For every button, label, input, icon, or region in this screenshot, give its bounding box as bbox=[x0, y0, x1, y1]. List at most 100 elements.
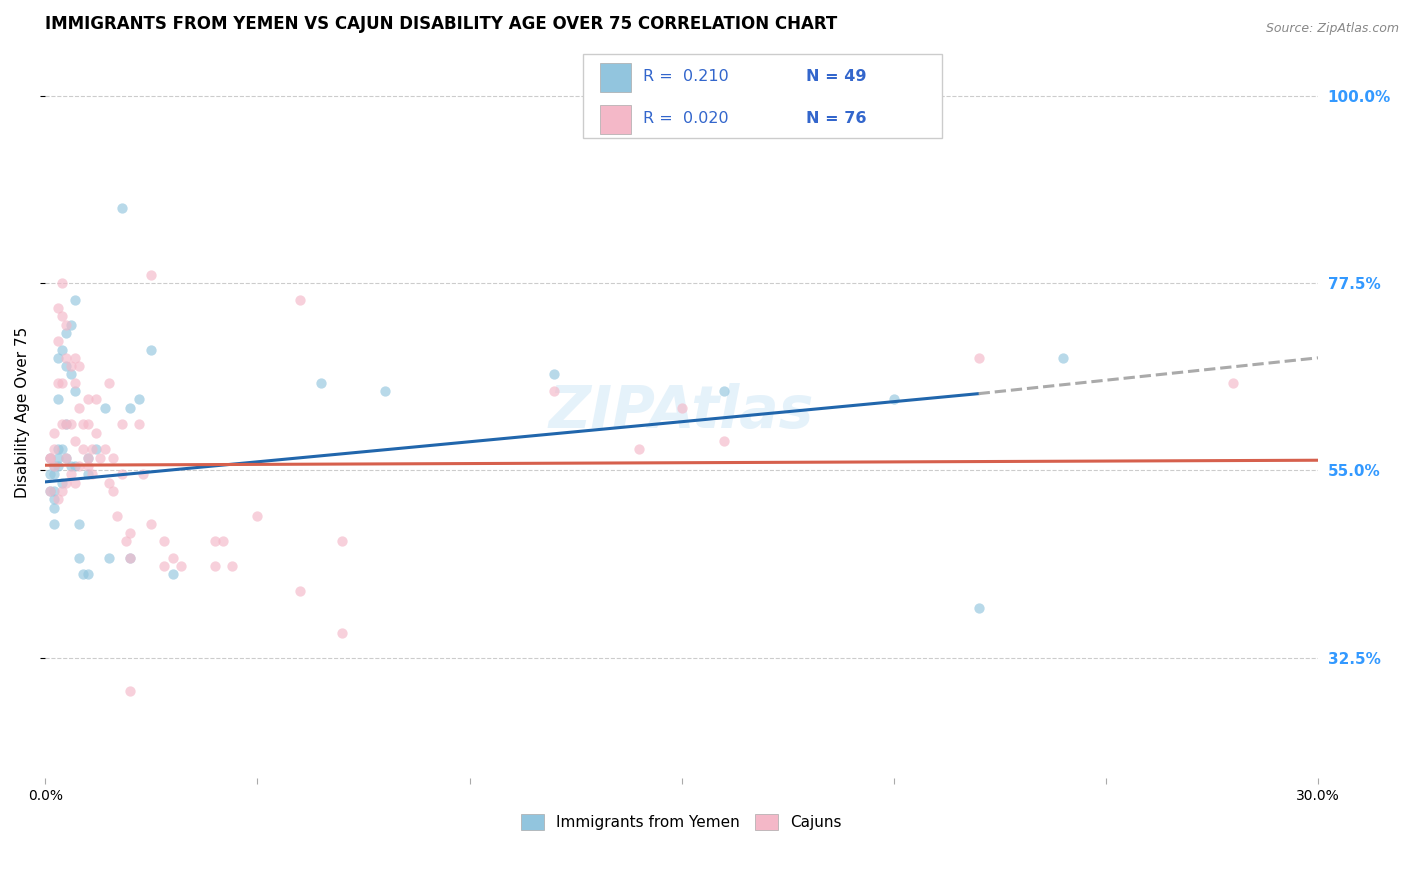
Point bbox=[543, 384, 565, 398]
Point bbox=[42, 425, 65, 440]
Point bbox=[38, 450, 60, 465]
Point bbox=[288, 293, 311, 307]
Point bbox=[105, 508, 128, 523]
Point bbox=[97, 376, 120, 390]
Point bbox=[72, 442, 94, 457]
Point bbox=[288, 583, 311, 598]
Point bbox=[55, 450, 77, 465]
Point bbox=[46, 492, 69, 507]
Point bbox=[59, 318, 82, 332]
Point bbox=[38, 450, 60, 465]
Point bbox=[51, 343, 73, 357]
Point bbox=[153, 558, 176, 573]
Point bbox=[120, 683, 142, 698]
Point bbox=[42, 458, 65, 473]
Point bbox=[628, 442, 651, 457]
Point bbox=[55, 450, 77, 465]
Point bbox=[59, 417, 82, 432]
Point bbox=[55, 326, 77, 340]
Point bbox=[76, 450, 98, 465]
Point bbox=[246, 508, 269, 523]
Point bbox=[101, 450, 124, 465]
Point bbox=[46, 392, 69, 407]
Point bbox=[671, 401, 693, 415]
Point bbox=[72, 567, 94, 582]
Point bbox=[97, 475, 120, 490]
Point bbox=[1052, 351, 1074, 365]
Point bbox=[63, 434, 86, 448]
Point bbox=[55, 417, 77, 432]
Point bbox=[46, 376, 69, 390]
Point bbox=[63, 293, 86, 307]
Point bbox=[128, 392, 150, 407]
Point bbox=[63, 475, 86, 490]
Point bbox=[46, 301, 69, 315]
Point bbox=[55, 359, 77, 373]
Point bbox=[42, 458, 65, 473]
Point bbox=[67, 550, 90, 565]
Point bbox=[80, 442, 103, 457]
Point bbox=[51, 417, 73, 432]
Point bbox=[51, 309, 73, 323]
Point bbox=[115, 533, 138, 548]
Point bbox=[63, 458, 86, 473]
Point bbox=[42, 500, 65, 515]
Point bbox=[101, 483, 124, 498]
Point bbox=[204, 533, 226, 548]
Point bbox=[84, 425, 107, 440]
Point bbox=[330, 533, 353, 548]
Point bbox=[132, 467, 155, 482]
Point bbox=[111, 201, 134, 215]
Point bbox=[46, 450, 69, 465]
Point bbox=[46, 442, 69, 457]
Point bbox=[38, 483, 60, 498]
Point bbox=[221, 558, 243, 573]
Point bbox=[713, 384, 735, 398]
Point bbox=[51, 376, 73, 390]
Point bbox=[76, 458, 98, 473]
Point bbox=[59, 467, 82, 482]
Point bbox=[141, 517, 163, 532]
Text: IMMIGRANTS FROM YEMEN VS CAJUN DISABILITY AGE OVER 75 CORRELATION CHART: IMMIGRANTS FROM YEMEN VS CAJUN DISABILIT… bbox=[45, 15, 838, 33]
Point bbox=[59, 359, 82, 373]
Point bbox=[42, 467, 65, 482]
Point bbox=[67, 458, 90, 473]
Point bbox=[93, 401, 115, 415]
Point bbox=[162, 567, 184, 582]
Point bbox=[63, 351, 86, 365]
Point bbox=[42, 492, 65, 507]
Point bbox=[55, 318, 77, 332]
Point bbox=[51, 483, 73, 498]
Point bbox=[38, 483, 60, 498]
Point bbox=[80, 467, 103, 482]
Point bbox=[883, 392, 905, 407]
Point bbox=[76, 567, 98, 582]
Point bbox=[55, 351, 77, 365]
Point bbox=[59, 458, 82, 473]
Point bbox=[713, 434, 735, 448]
Point bbox=[204, 558, 226, 573]
Legend: Immigrants from Yemen, Cajuns: Immigrants from Yemen, Cajuns bbox=[515, 808, 848, 837]
Point bbox=[76, 392, 98, 407]
Point bbox=[42, 442, 65, 457]
Point bbox=[59, 368, 82, 382]
Point bbox=[162, 550, 184, 565]
Point bbox=[55, 475, 77, 490]
Point bbox=[84, 442, 107, 457]
Point bbox=[120, 550, 142, 565]
Point bbox=[141, 268, 163, 282]
Point bbox=[72, 417, 94, 432]
Point bbox=[46, 351, 69, 365]
Text: R =  0.020: R = 0.020 bbox=[643, 112, 728, 127]
Point bbox=[120, 550, 142, 565]
Point bbox=[374, 384, 396, 398]
Point bbox=[97, 550, 120, 565]
Point bbox=[212, 533, 235, 548]
Point bbox=[76, 450, 98, 465]
Point bbox=[120, 525, 142, 540]
Text: N = 49: N = 49 bbox=[806, 69, 866, 84]
Point bbox=[967, 600, 990, 615]
Point bbox=[1222, 376, 1244, 390]
Point bbox=[55, 417, 77, 432]
Y-axis label: Disability Age Over 75: Disability Age Over 75 bbox=[15, 326, 30, 498]
